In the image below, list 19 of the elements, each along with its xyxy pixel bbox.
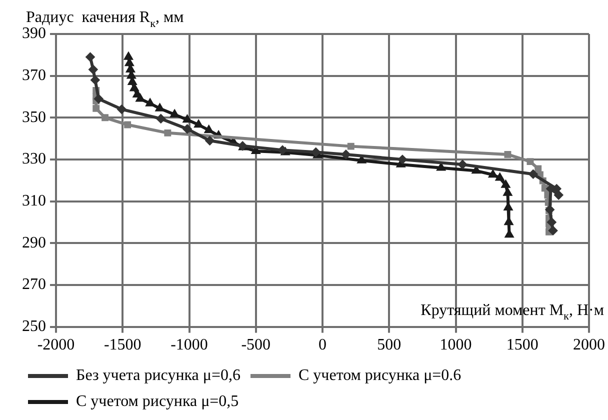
x-tick-label: 1000 <box>440 336 472 354</box>
x-tick-label: -2000 <box>37 336 75 354</box>
x-tick-label: 2000 <box>573 336 605 354</box>
y-tick-label: 330 <box>22 150 46 168</box>
x-tick-label: 1500 <box>506 336 538 354</box>
y-tick-label: 370 <box>22 67 46 84</box>
y-tick-label: 310 <box>22 192 46 210</box>
y-tick-label: 350 <box>22 108 46 126</box>
x-tick-label: -500 <box>241 336 271 354</box>
legend-label: Без учета рисунка μ=0,6 <box>76 367 240 384</box>
y-tick-label: 250 <box>22 318 46 336</box>
x-tick-label: -1000 <box>170 336 208 354</box>
x-tick-label: 0 <box>318 336 326 354</box>
y-tick-label: 290 <box>22 234 46 252</box>
legend-label: С учетом рисунка μ=0,5 <box>76 393 239 410</box>
legend-label: С учетом рисунка μ=0.6 <box>298 367 462 384</box>
x-tick-label: -1500 <box>104 336 142 354</box>
x-tick-label: 500 <box>377 336 402 354</box>
y-tick-label: 270 <box>22 276 46 294</box>
